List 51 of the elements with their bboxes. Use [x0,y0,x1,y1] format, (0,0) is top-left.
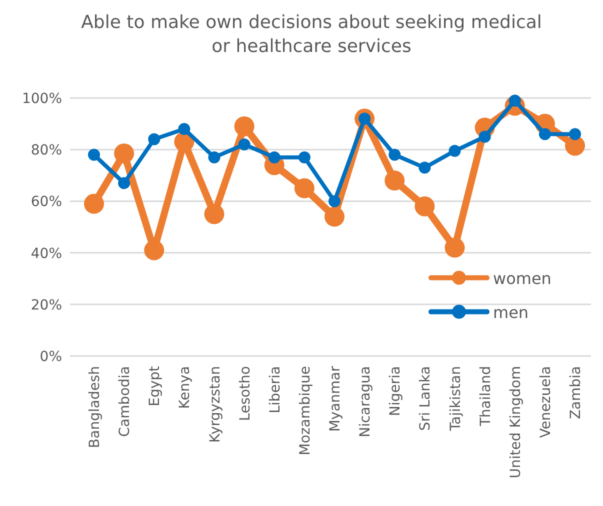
x-tick-label: Nigeria [388,366,404,416]
point [294,178,314,198]
point [238,138,250,150]
legend-label: women [493,268,552,288]
y-tick-label: 80% [30,142,62,159]
point [444,238,465,258]
point [88,148,100,161]
x-tick-label: Kenya [177,366,194,409]
x-tick-label: Lesotho [237,366,254,421]
x-tick-label: Nicaragua [358,366,374,438]
point [298,151,310,164]
y-tick-label: 40% [30,246,62,262]
point [478,130,491,143]
x-tick-label: Cambodia [117,366,134,437]
y-tick-label: 100% [22,91,62,107]
point [328,195,340,208]
point [178,122,190,135]
y-tick-label: 0% [40,349,62,365]
point [569,128,581,140]
point [418,162,431,174]
point [268,151,280,164]
x-tick-label: Tajikistan [448,366,464,432]
point [114,143,134,164]
x-tick-label: Myanmar [328,366,344,432]
x-tick-label: Mozambique [297,366,314,456]
point [384,170,405,191]
point [204,204,224,224]
point [388,148,401,161]
x-tick-label: Egypt [147,366,164,406]
x-tick-label: Thailand [478,366,494,428]
chart-title: Able to make own decisions about seeking medical or healthcare services [81,12,542,57]
x-tick-label: Zambia [568,366,584,420]
x-tick-label: Kyrgyzstan [207,366,224,443]
point [144,240,164,260]
point [324,206,344,227]
y-tick-label: 20% [30,297,62,314]
legend-label: men [493,302,529,322]
x-tick-label: Sri Lanka [418,366,434,431]
x-tick-label: Liberia [267,366,284,414]
point [414,196,435,216]
point [148,133,160,146]
point [448,144,461,157]
point [538,128,551,140]
x-tick-label: United Kingdom [508,366,524,478]
point [208,151,220,164]
point [118,177,130,190]
x-tick-label: Venezuela [538,366,554,438]
point [234,116,254,136]
x-tick-label: Bangladesh [87,366,103,448]
y-tick-label: 60% [30,194,62,210]
point [84,194,104,214]
